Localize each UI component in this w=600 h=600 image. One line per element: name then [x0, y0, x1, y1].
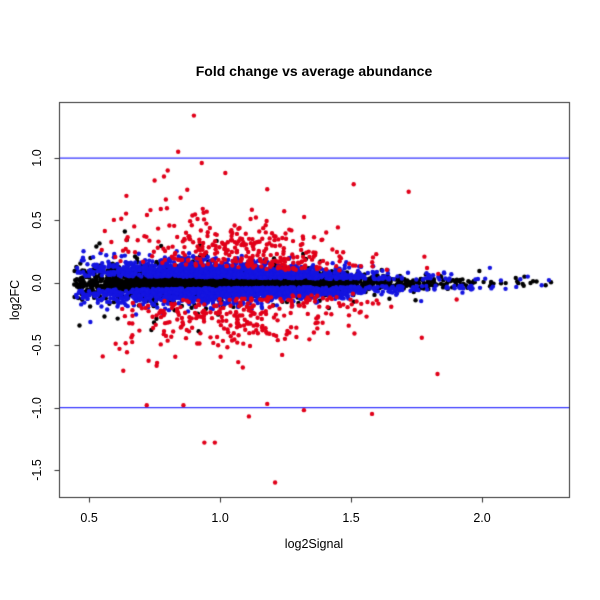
x-axis-title: log2Signal	[284, 537, 344, 551]
y-axis-title: log2FC	[8, 279, 22, 321]
y-tick-label: -1.0	[30, 396, 44, 419]
x-tick-label: 0.5	[80, 511, 98, 525]
y-tick-label: -1.5	[30, 459, 44, 481]
chart-title: Fold change vs average abundance	[195, 63, 433, 79]
y-tick-label: 0.0	[30, 274, 44, 292]
x-tick-label: 2.0	[473, 511, 491, 525]
x-tick-label: 1.0	[211, 511, 229, 525]
x-tick-label: 1.5	[342, 511, 360, 525]
y-tick-label: -0.5	[30, 334, 44, 357]
y-tick-label: 1.0	[30, 149, 44, 167]
y-tick-label: 0.5	[30, 211, 44, 230]
